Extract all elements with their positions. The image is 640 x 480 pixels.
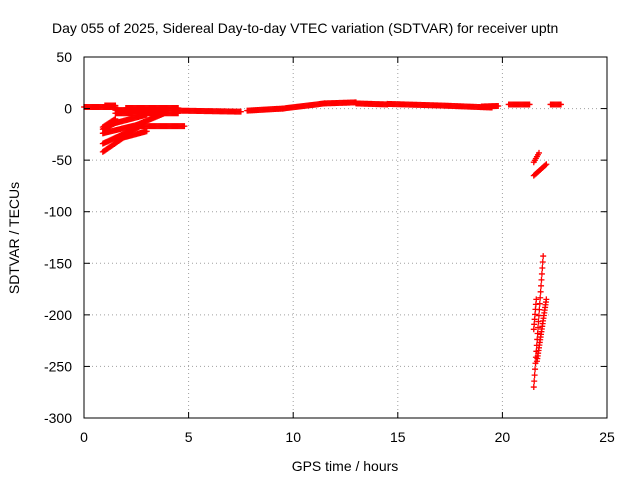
y-tick-label: -50 [52, 152, 72, 168]
data-point [538, 270, 545, 277]
data-point [540, 253, 547, 260]
data-point [542, 162, 549, 169]
data-point [112, 115, 119, 122]
x-tick-label: 10 [285, 429, 301, 445]
data-point [111, 116, 118, 123]
data-point [543, 161, 550, 168]
y-tick-label: -300 [44, 410, 72, 426]
data-point [537, 294, 544, 301]
y-axis-label: SDTVAR / TECUs [6, 182, 22, 294]
y-tick-label: -250 [44, 358, 72, 374]
data-point [526, 101, 533, 108]
x-tick-label: 5 [185, 429, 193, 445]
x-tick-label: 25 [599, 429, 615, 445]
data-point [495, 102, 502, 109]
data-point [160, 110, 167, 117]
data-point [530, 384, 537, 391]
data-point [539, 264, 546, 271]
data-point [531, 372, 538, 379]
data-point [538, 276, 545, 283]
data-point [537, 288, 544, 295]
data-point [143, 128, 150, 135]
data-point [533, 296, 540, 303]
data-point [532, 366, 539, 373]
y-tick-label: -100 [44, 204, 72, 220]
data-point [543, 296, 550, 303]
data-point [557, 101, 564, 108]
axis-ticks: 0 5 10 15 20 25 50 0 -50 -100 -150 -200 -250 -300 [44, 49, 615, 445]
data-point [535, 324, 542, 331]
data-point [539, 259, 546, 266]
x-axis-label: GPS time / hours [292, 458, 399, 474]
grid [84, 57, 607, 418]
y-tick-label: -150 [44, 255, 72, 271]
data-points [81, 99, 564, 391]
data-point [538, 282, 545, 289]
x-tick-label: 15 [390, 429, 406, 445]
y-tick-label: -200 [44, 307, 72, 323]
x-tick-label: 20 [495, 429, 511, 445]
data-point [536, 300, 543, 307]
data-point [181, 123, 188, 130]
data-point [536, 149, 543, 156]
data-point [534, 330, 541, 337]
data-point [143, 111, 150, 118]
plot-frame [83, 56, 608, 419]
data-point [237, 108, 244, 115]
chart-title: Day 055 of 2025, Sidereal Day-to-day VTE… [52, 20, 558, 36]
x-tick-label: 0 [80, 429, 88, 445]
y-tick-label: 0 [64, 101, 72, 117]
y-tick-label: 50 [56, 49, 72, 65]
data-point [531, 378, 538, 385]
